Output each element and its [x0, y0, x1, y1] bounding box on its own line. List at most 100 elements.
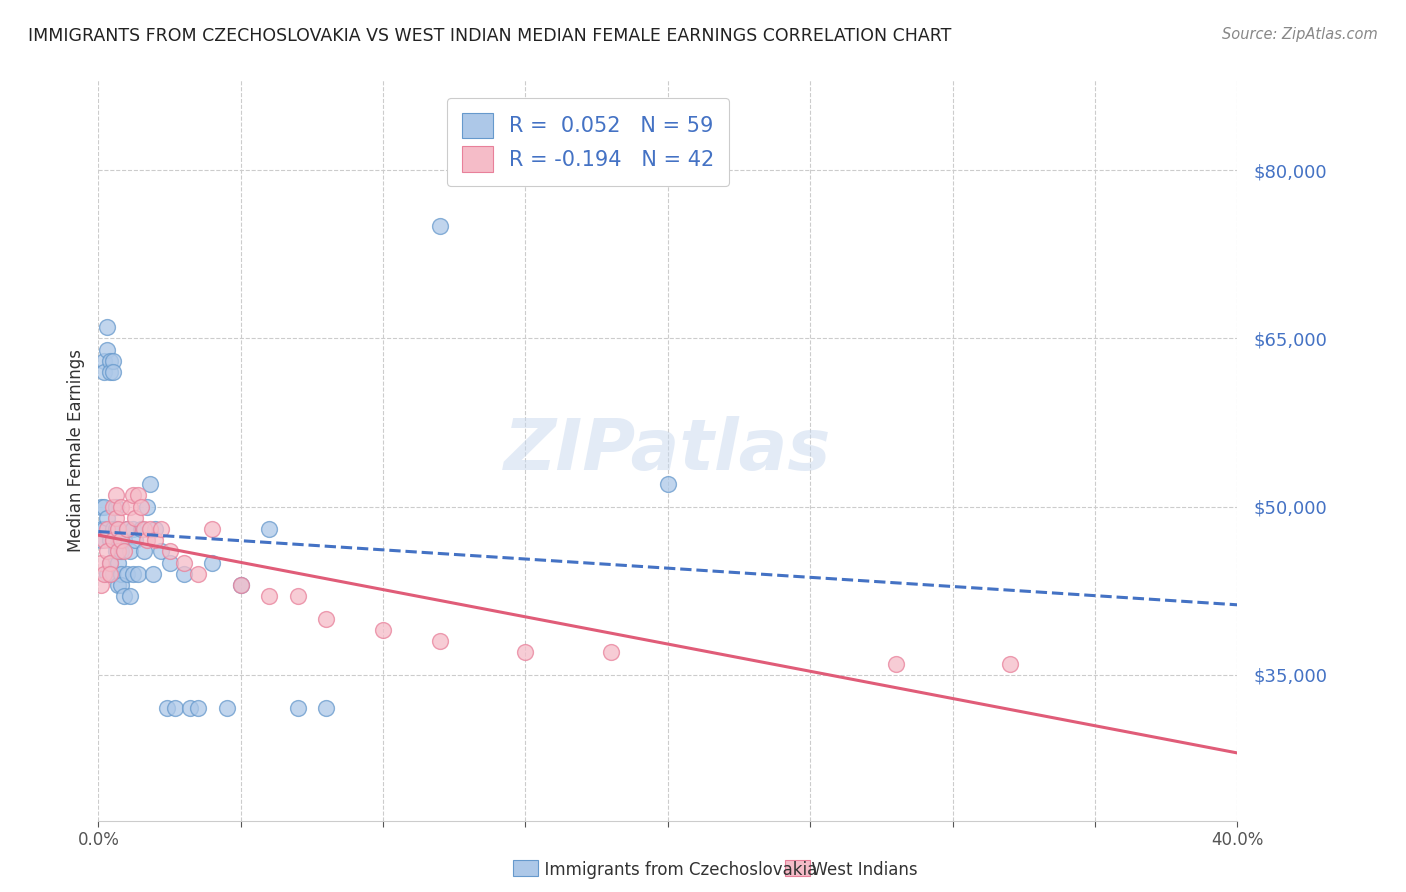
Point — [118, 500, 141, 514]
Point — [104, 544, 127, 558]
Point — [259, 522, 281, 536]
Point — [173, 566, 195, 581]
Point — [287, 589, 309, 603]
Point — [121, 522, 143, 536]
Point — [96, 544, 118, 558]
Point — [201, 522, 224, 536]
Text: ZIPatlas: ZIPatlas — [505, 416, 831, 485]
Point — [150, 522, 173, 536]
Point — [98, 556, 121, 570]
Point — [110, 578, 132, 592]
Point — [107, 578, 129, 592]
Point — [110, 544, 132, 558]
Point — [229, 578, 252, 592]
Point — [201, 556, 224, 570]
Point — [129, 522, 152, 536]
Point — [165, 701, 187, 715]
Point — [98, 365, 121, 379]
Point — [657, 477, 679, 491]
Point — [998, 657, 1021, 671]
Point — [884, 657, 907, 671]
Point — [129, 500, 152, 514]
Point — [124, 510, 146, 524]
Point — [138, 522, 160, 536]
Point — [98, 533, 121, 548]
Point — [179, 701, 201, 715]
Point — [93, 533, 115, 548]
Point — [101, 566, 124, 581]
Point — [101, 522, 124, 536]
Point — [93, 353, 115, 368]
Point — [112, 544, 135, 558]
Point — [150, 544, 173, 558]
Point — [90, 533, 112, 548]
Point — [110, 566, 132, 581]
Point — [93, 566, 115, 581]
Point — [127, 488, 149, 502]
Point — [107, 533, 129, 548]
Point — [187, 701, 209, 715]
Text: Source: ZipAtlas.com: Source: ZipAtlas.com — [1222, 27, 1378, 42]
Point — [90, 578, 112, 592]
Point — [127, 566, 149, 581]
Point — [98, 556, 121, 570]
Point — [118, 589, 141, 603]
Point — [600, 645, 623, 659]
Point — [93, 500, 115, 514]
Point — [104, 522, 127, 536]
Legend: R =  0.052   N = 59, R = -0.194   N = 42: R = 0.052 N = 59, R = -0.194 N = 42 — [447, 98, 730, 186]
Point — [121, 488, 143, 502]
Text: Immigrants from Czechoslovakia: Immigrants from Czechoslovakia — [534, 861, 817, 879]
Point — [215, 701, 238, 715]
Point — [132, 544, 155, 558]
Point — [112, 589, 135, 603]
Point — [90, 522, 112, 536]
Point — [115, 522, 138, 536]
Point — [141, 566, 163, 581]
Point — [96, 343, 118, 357]
Point — [101, 365, 124, 379]
Point — [101, 353, 124, 368]
Point — [101, 533, 124, 548]
Point — [259, 589, 281, 603]
Point — [187, 566, 209, 581]
Point — [104, 510, 127, 524]
Point — [93, 365, 115, 379]
Point — [115, 522, 138, 536]
Point — [110, 500, 132, 514]
Point — [145, 522, 167, 536]
Point — [121, 566, 143, 581]
Point — [287, 701, 309, 715]
Point — [145, 533, 167, 548]
Point — [90, 556, 112, 570]
Point — [429, 219, 451, 233]
Point — [93, 522, 115, 536]
Point — [96, 320, 118, 334]
Point — [159, 556, 181, 570]
Point — [104, 500, 127, 514]
Point — [98, 353, 121, 368]
Point — [229, 578, 252, 592]
Point — [124, 533, 146, 548]
Point — [112, 533, 135, 548]
Point — [90, 500, 112, 514]
Point — [159, 544, 181, 558]
Point — [135, 500, 157, 514]
Text: IMMIGRANTS FROM CZECHOSLOVAKIA VS WEST INDIAN MEDIAN FEMALE EARNINGS CORRELATION: IMMIGRANTS FROM CZECHOSLOVAKIA VS WEST I… — [28, 27, 952, 45]
Point — [135, 533, 157, 548]
Point — [138, 477, 160, 491]
Point — [104, 488, 127, 502]
Point — [101, 500, 124, 514]
Text: West Indians: West Indians — [801, 861, 918, 879]
Point — [107, 556, 129, 570]
Point — [96, 510, 118, 524]
Point — [373, 623, 395, 637]
Point — [110, 533, 132, 548]
Point — [515, 645, 537, 659]
Point — [107, 544, 129, 558]
Point — [173, 556, 195, 570]
Point — [429, 634, 451, 648]
Point — [118, 544, 141, 558]
Point — [315, 612, 337, 626]
Point — [107, 522, 129, 536]
